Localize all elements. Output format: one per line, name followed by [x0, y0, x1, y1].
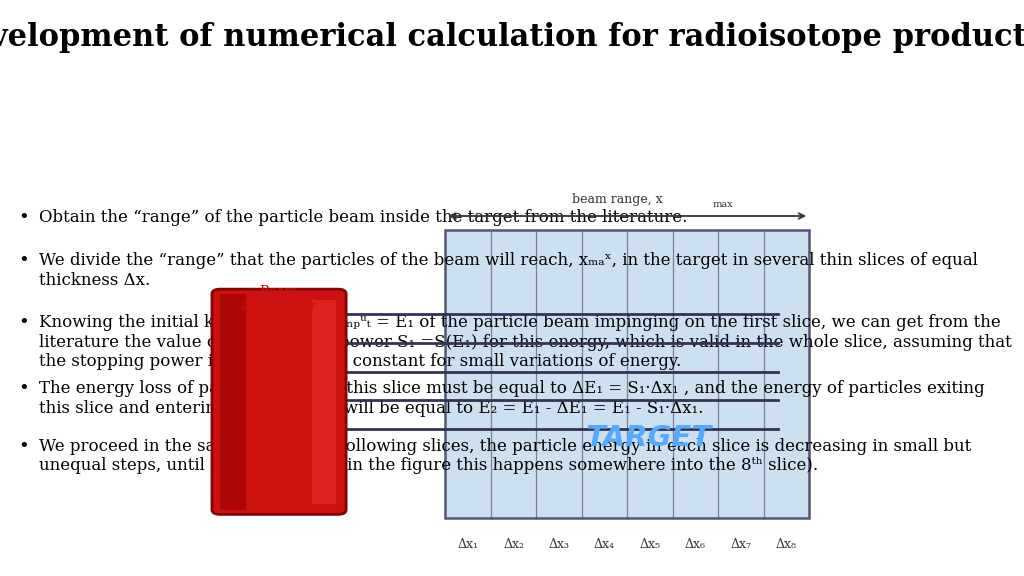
Text: •: • [18, 380, 29, 398]
Text: The energy loss of particles passing this slice must be equal to ΔE₁ = S₁·Δx₁ , : The energy loss of particles passing thi… [39, 380, 984, 417]
Text: Δx₁: Δx₁ [458, 538, 478, 551]
Text: •: • [18, 252, 29, 270]
Bar [312, 300, 336, 504]
Text: Δx₂: Δx₂ [503, 538, 524, 551]
Text: Knowing the initial kinetic energy Eᴵₙₚᵘₜ = E₁ of the particle beam impinging on: Knowing the initial kinetic energy Eᴵₙₚᵘ… [39, 314, 1012, 370]
Text: Development of numerical calculation for radioisotope production: Development of numerical calculation for… [0, 22, 1024, 53]
Text: Beam
accelerator: Beam accelerator [241, 285, 316, 313]
Text: •: • [18, 209, 29, 226]
Bar [445, 230, 809, 518]
Text: TARGET: TARGET [586, 424, 712, 452]
Text: max: max [713, 199, 733, 209]
Text: •: • [18, 314, 29, 332]
Text: Δx₄: Δx₄ [594, 538, 615, 551]
Text: beam range, x: beam range, x [571, 192, 663, 206]
Text: Δx₇: Δx₇ [730, 538, 752, 551]
Text: Δx₈: Δx₈ [776, 538, 797, 551]
FancyBboxPatch shape [212, 289, 346, 514]
Text: •: • [18, 438, 29, 456]
Text: We proceed in the same way to the following slices, the particle energy in each : We proceed in the same way to the follow… [39, 438, 971, 475]
Text: We divide the “range” that the particles of the beam will reach, xₘₐˣ, in the ta: We divide the “range” that the particles… [39, 252, 978, 289]
Text: Δx₆: Δx₆ [685, 538, 706, 551]
Text: Δx₃: Δx₃ [549, 538, 569, 551]
Bar [220, 294, 246, 510]
Text: Δx₅: Δx₅ [639, 538, 660, 551]
Text: Obtain the “range” of the particle beam inside the target from the literature.: Obtain the “range” of the particle beam … [39, 209, 687, 226]
